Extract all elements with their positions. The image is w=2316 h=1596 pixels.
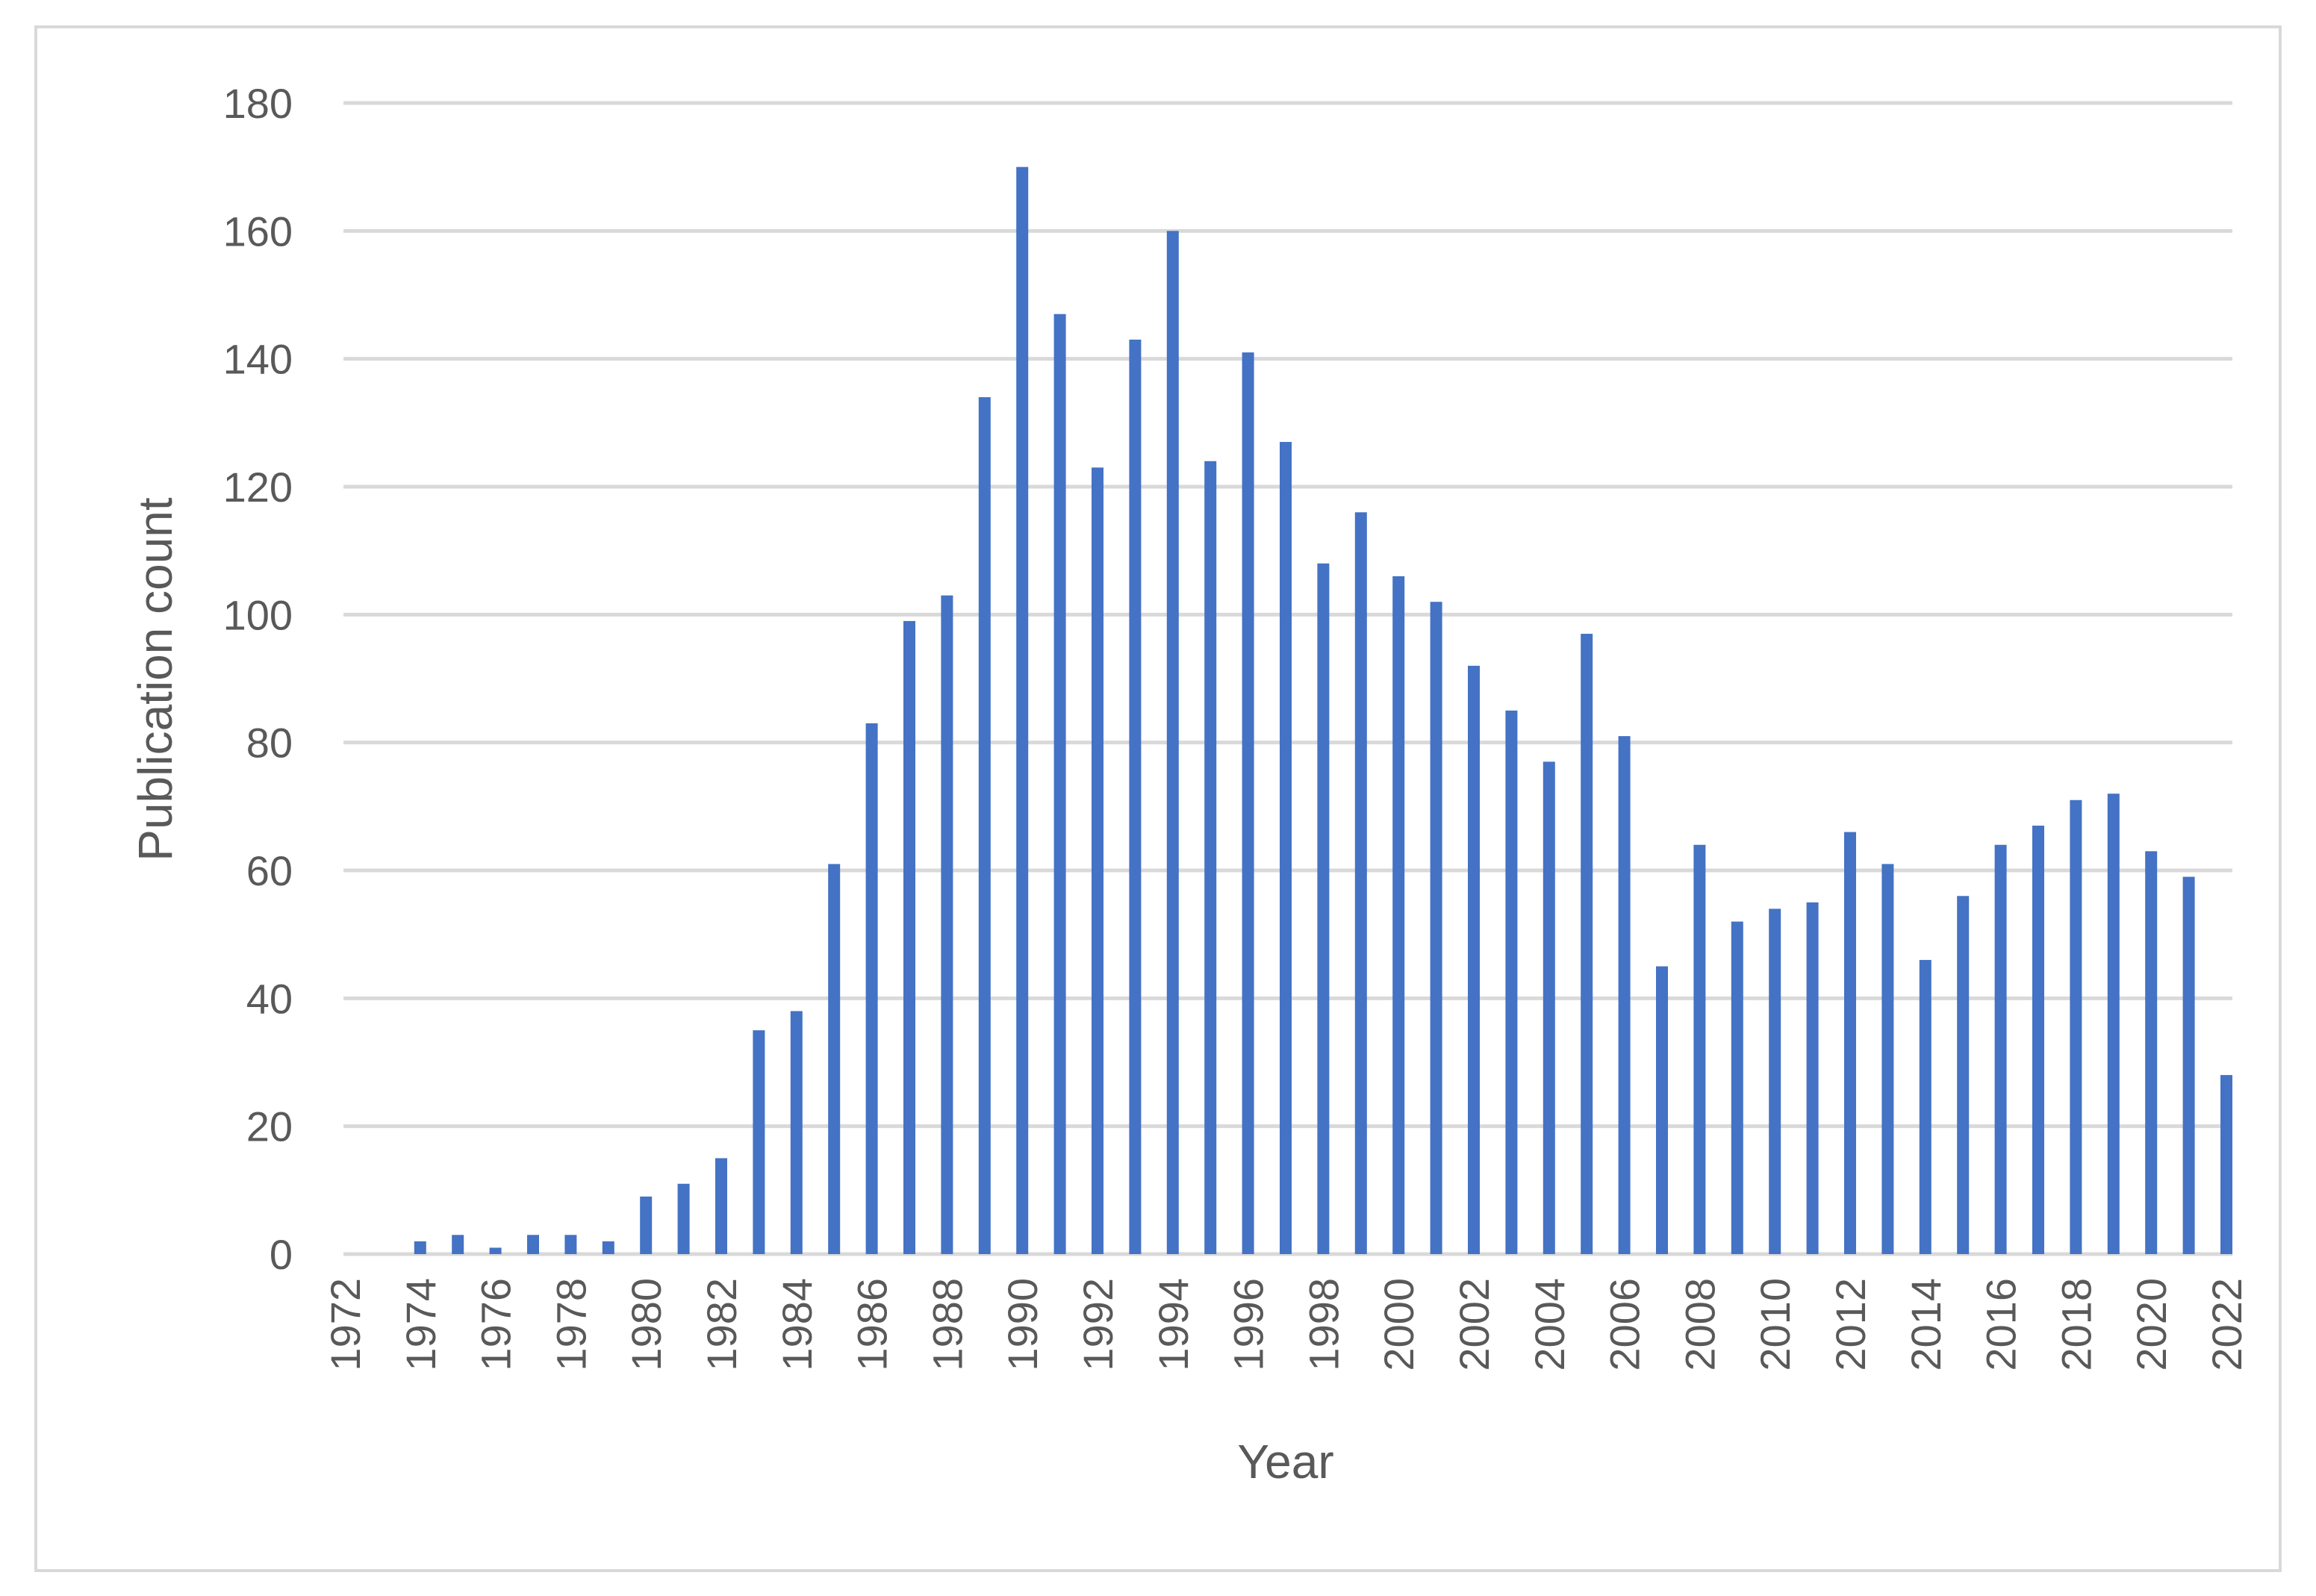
bar (1919, 959, 1931, 1254)
bar (677, 1183, 690, 1254)
gridlines (343, 101, 2232, 1256)
x-tick-label: 1994 (1150, 1278, 1197, 1371)
bar (1317, 563, 1330, 1254)
bar (1166, 231, 1179, 1254)
bar (2145, 851, 2158, 1254)
bar (1016, 166, 1029, 1255)
x-tick-label: 1988 (924, 1278, 971, 1371)
x-tick-label: 2000 (1375, 1278, 1422, 1371)
bars (414, 166, 2232, 1255)
y-axis-ticks: 0 20 40 60 80 100 120 140 160 180 (223, 80, 293, 1278)
x-tick-label: 2008 (1676, 1278, 1723, 1371)
bar (1242, 352, 1254, 1255)
bar (941, 595, 953, 1254)
x-tick-label: 2018 (2052, 1278, 2099, 1371)
y-tick-label: 20 (246, 1103, 293, 1150)
x-tick-label: 2002 (1451, 1278, 1498, 1371)
x-tick-label: 1978 (547, 1278, 594, 1371)
x-tick-label: 1996 (1225, 1278, 1272, 1371)
x-tick-label: 1986 (849, 1278, 896, 1371)
x-tick-label: 1982 (698, 1278, 745, 1371)
x-tick-label: 1974 (397, 1278, 444, 1371)
bar (1693, 844, 1706, 1254)
bar (2220, 1075, 2232, 1254)
bar (1543, 761, 1555, 1254)
x-tick-label: 2010 (1752, 1278, 1799, 1371)
x-tick-label: 2020 (2128, 1278, 2175, 1371)
bar (828, 864, 841, 1254)
bar (1354, 512, 1367, 1254)
x-tick-label: 1990 (999, 1278, 1046, 1371)
y-tick-label: 140 (223, 336, 293, 383)
x-tick-label: 1976 (473, 1278, 520, 1371)
y-tick-label: 180 (223, 80, 293, 127)
bar (414, 1241, 426, 1254)
bar (2182, 876, 2195, 1254)
bar (715, 1158, 727, 1254)
x-tick-label: 1984 (773, 1278, 821, 1371)
y-tick-label: 40 (246, 975, 293, 1022)
x-tick-label: 2022 (2203, 1278, 2250, 1371)
x-tick-label: 2004 (1526, 1278, 1573, 1371)
bar (564, 1235, 577, 1254)
x-axis-ticks: 1972 1974 1976 1978 1980 1982 1984 1986 1988 1990… (322, 1278, 2250, 1371)
bar (1430, 602, 1442, 1254)
bar (1957, 896, 1970, 1254)
x-tick-label: 1980 (623, 1278, 670, 1371)
bar (2107, 794, 2120, 1254)
bar (640, 1196, 653, 1254)
bar (1618, 736, 1631, 1254)
y-tick-label: 60 (246, 847, 293, 894)
bar (1806, 902, 1819, 1254)
bar (602, 1241, 614, 1254)
x-tick-label: 2016 (1978, 1278, 2025, 1371)
x-tick-label: 2006 (1601, 1278, 1649, 1371)
bar (1656, 966, 1668, 1254)
y-tick-label: 120 (223, 464, 293, 511)
x-axis-title: Year (1237, 1435, 1333, 1489)
bar (1731, 921, 1743, 1254)
bar (1392, 576, 1405, 1254)
y-tick-label: 80 (246, 720, 293, 767)
bar (452, 1235, 464, 1254)
x-tick-label: 2014 (1902, 1278, 1949, 1371)
bar (1581, 634, 1593, 1254)
bar (1280, 442, 1292, 1254)
bar (1204, 461, 1217, 1254)
x-tick-label: 2012 (1827, 1278, 1874, 1371)
bar (1505, 710, 1518, 1254)
bar (1053, 314, 1066, 1255)
bar (2032, 826, 2044, 1254)
y-tick-label: 160 (223, 208, 293, 255)
x-tick-label: 1992 (1074, 1278, 1121, 1371)
bar (790, 1011, 803, 1254)
bar (1844, 832, 1856, 1254)
chart-frame (34, 25, 2282, 1572)
bar (753, 1030, 765, 1254)
y-tick-label: 100 (223, 591, 293, 638)
y-tick-label: 0 (270, 1231, 293, 1278)
bar (1769, 908, 1781, 1254)
bar (978, 397, 991, 1254)
bar (2070, 799, 2082, 1254)
bar (1092, 467, 1103, 1254)
bar (489, 1247, 502, 1254)
bar (1468, 665, 1480, 1254)
y-axis-title: Publication count (128, 497, 182, 861)
x-tick-label: 1972 (322, 1278, 369, 1371)
bar (1129, 339, 1142, 1254)
bar (1881, 864, 1894, 1254)
bar (903, 620, 915, 1254)
bar (865, 723, 878, 1254)
x-tick-label: 1998 (1300, 1278, 1347, 1371)
bar (527, 1235, 539, 1254)
bar (1994, 844, 2007, 1254)
